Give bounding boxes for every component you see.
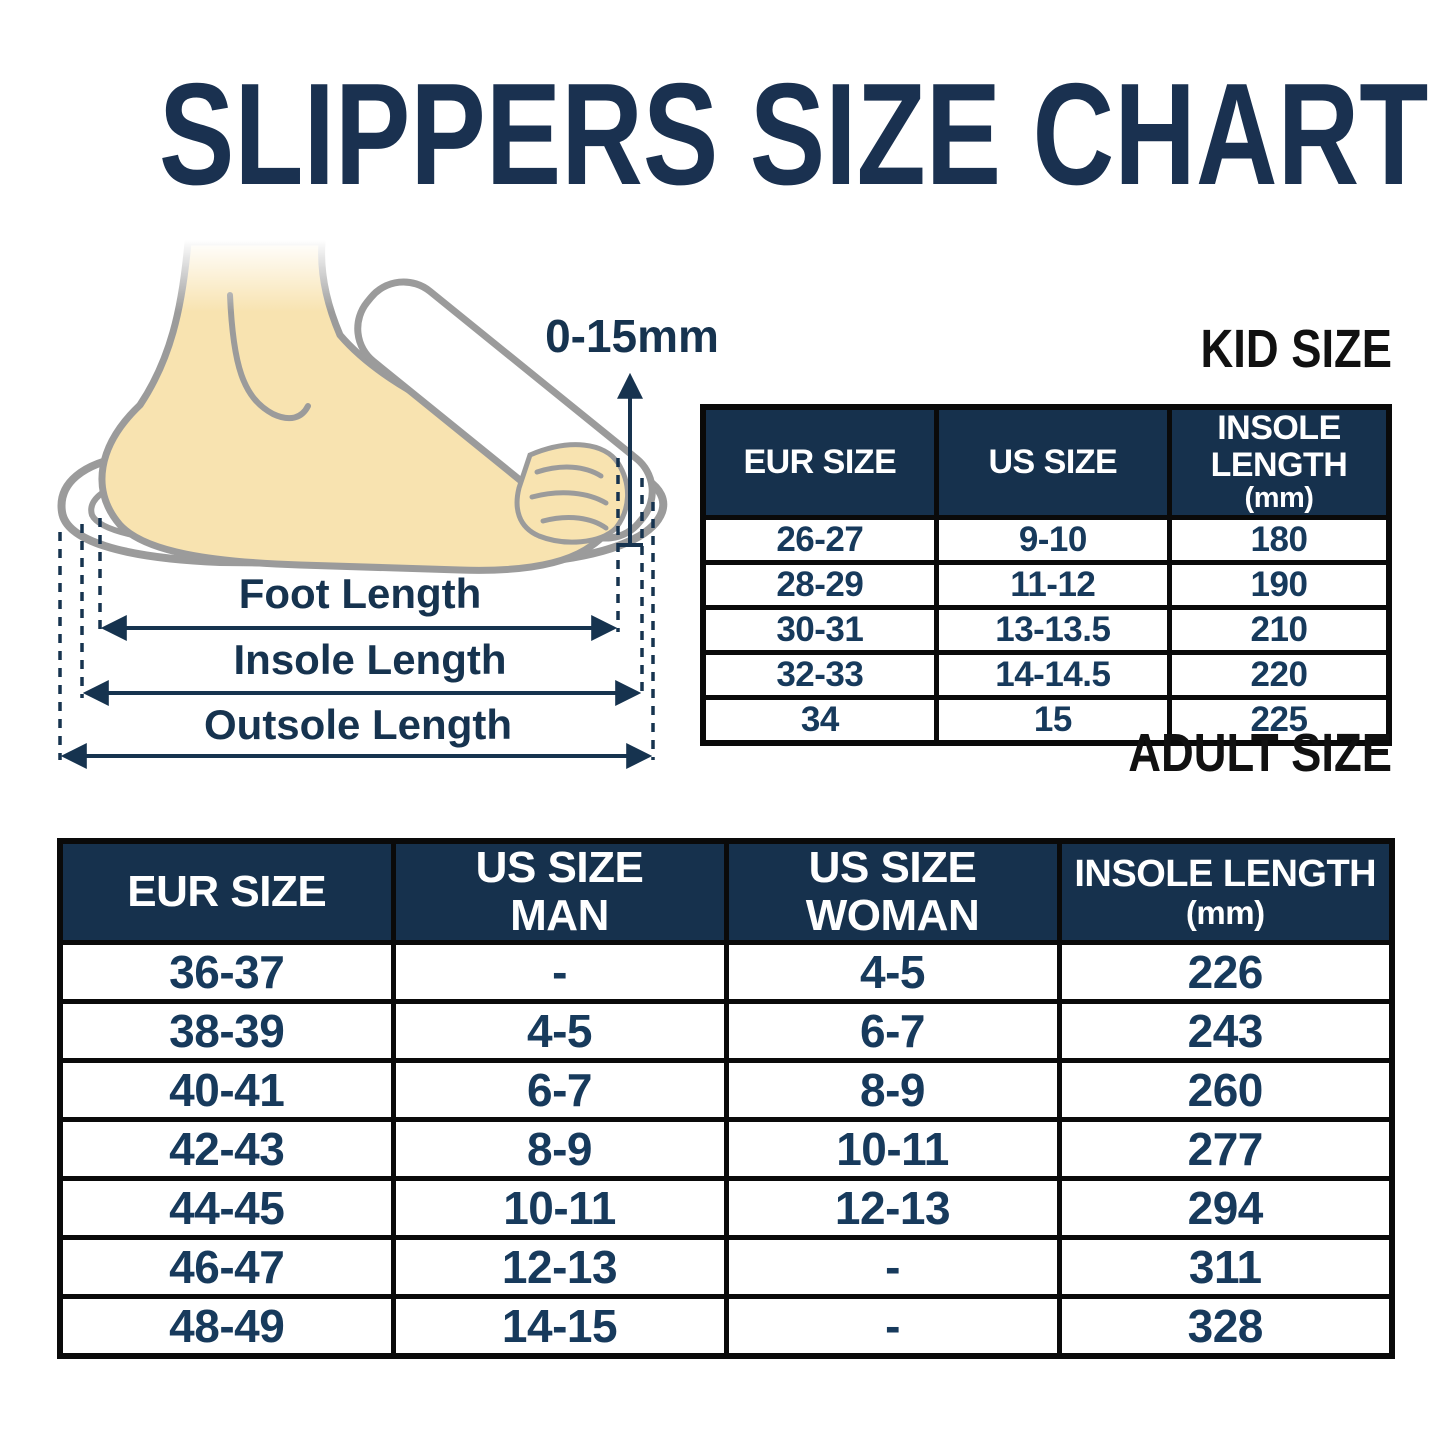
table-cell: 14-14.5 — [933, 649, 1172, 700]
table-cell: 15 — [933, 694, 1172, 746]
table-cell: 34 — [700, 694, 939, 746]
table-row: 48-49 14-15 - 328 — [57, 1294, 1395, 1359]
table-cell: 46-47 — [57, 1235, 396, 1299]
table-cell: 328 — [1056, 1294, 1395, 1359]
table-cell: 277 — [1056, 1117, 1395, 1181]
adult-col-header-insole: INSOLE LENGTH (mm) — [1056, 838, 1395, 945]
table-cell: 44-45 — [57, 1176, 396, 1240]
table-row: 32-33 14-14.5 220 — [700, 649, 1392, 700]
kid-col-header-eur: EUR SIZE — [700, 404, 939, 520]
table-cell: 8-9 — [723, 1058, 1062, 1122]
table-row: 26-27 9-10 180 — [700, 514, 1392, 565]
adult-col-header-eur: EUR SIZE — [57, 838, 396, 945]
kid-size-heading: KID SIZE — [1200, 319, 1392, 379]
insole-length-label: Insole Length — [234, 636, 507, 683]
table-cell: 260 — [1056, 1058, 1395, 1122]
table-cell: 220 — [1166, 649, 1392, 700]
adult-col-header-us-woman: US SIZE WOMAN — [723, 838, 1062, 945]
adult-size-heading: ADULT SIZE — [1128, 723, 1392, 783]
table-row: 44-45 10-11 12-13 294 — [57, 1176, 1395, 1240]
table-row: 36-37 - 4-5 226 — [57, 940, 1395, 1004]
adult-col-header-us-man: US SIZE MAN — [390, 838, 729, 945]
table-cell: 225 — [1166, 694, 1392, 746]
adult-header-row: EUR SIZE US SIZE MAN US SIZE WOMAN INSOL… — [57, 838, 1395, 945]
table-cell: 180 — [1166, 514, 1392, 565]
table-cell: 48-49 — [57, 1294, 396, 1359]
table-row: 46-47 12-13 - 311 — [57, 1235, 1395, 1299]
table-cell: 30-31 — [700, 604, 939, 655]
table-cell: 4-5 — [390, 999, 729, 1063]
table-cell: 40-41 — [57, 1058, 396, 1122]
table-cell: 12-13 — [390, 1235, 729, 1299]
table-cell: 28-29 — [700, 559, 939, 610]
table-cell: 210 — [1166, 604, 1392, 655]
table-cell: 14-15 — [390, 1294, 729, 1359]
table-cell: 190 — [1166, 559, 1392, 610]
table-cell: - — [723, 1294, 1062, 1359]
table-row: 34 15 225 — [700, 694, 1392, 746]
leg-fade — [158, 240, 344, 312]
adult-size-table: EUR SIZE US SIZE MAN US SIZE WOMAN INSOL… — [57, 838, 1395, 1359]
table-cell: 38-39 — [57, 999, 396, 1063]
table-cell: 4-5 — [723, 940, 1062, 1004]
table-cell: 226 — [1056, 940, 1395, 1004]
kid-size-table: EUR SIZE US SIZE INSOLE LENGTH (mm) 26-2… — [700, 404, 1392, 746]
toe-gap-arrow — [617, 372, 643, 547]
kid-col-header-insole: INSOLE LENGTH (mm) — [1166, 404, 1392, 520]
table-row: 42-43 8-9 10-11 277 — [57, 1117, 1395, 1181]
table-cell: 9-10 — [933, 514, 1172, 565]
table-cell: 294 — [1056, 1176, 1395, 1240]
outsole-length-label: Outsole Length — [204, 701, 512, 748]
table-cell: 36-37 — [57, 940, 396, 1004]
kid-header-row: EUR SIZE US SIZE INSOLE LENGTH (mm) — [700, 404, 1392, 520]
table-cell: 6-7 — [723, 999, 1062, 1063]
table-row: 28-29 11-12 190 — [700, 559, 1392, 610]
dashed-guides — [58, 458, 655, 760]
table-cell: 243 — [1056, 999, 1395, 1063]
ankle-line — [227, 292, 311, 422]
table-row: 40-41 6-7 8-9 260 — [57, 1058, 1395, 1122]
table-cell: 10-11 — [390, 1176, 729, 1240]
foot-length-label: Foot Length — [239, 570, 482, 617]
table-cell: 10-11 — [723, 1117, 1062, 1181]
toe-gap-label: 0-15mm — [545, 310, 719, 362]
table-cell: 311 — [1056, 1235, 1395, 1299]
table-cell: - — [390, 940, 729, 1004]
page-title: SLIPPERS SIZE CHART — [158, 53, 1429, 215]
table-cell: 6-7 — [390, 1058, 729, 1122]
kid-col-header-us: US SIZE — [933, 404, 1172, 520]
table-cell: 8-9 — [390, 1117, 729, 1181]
foot-measurement-diagram: 0-15mm Foot Length Insole Length Outsole… — [57, 240, 719, 769]
table-cell: 26-27 — [700, 514, 939, 565]
table-row: 38-39 4-5 6-7 243 — [57, 999, 1395, 1063]
table-cell: 32-33 — [700, 649, 939, 700]
toe-lines — [529, 464, 609, 531]
table-cell: 13-13.5 — [933, 604, 1172, 655]
table-cell: 42-43 — [57, 1117, 396, 1181]
table-cell: 11-12 — [933, 559, 1172, 610]
table-cell: - — [723, 1235, 1062, 1299]
table-row: 30-31 13-13.5 210 — [700, 604, 1392, 655]
table-cell: 12-13 — [723, 1176, 1062, 1240]
